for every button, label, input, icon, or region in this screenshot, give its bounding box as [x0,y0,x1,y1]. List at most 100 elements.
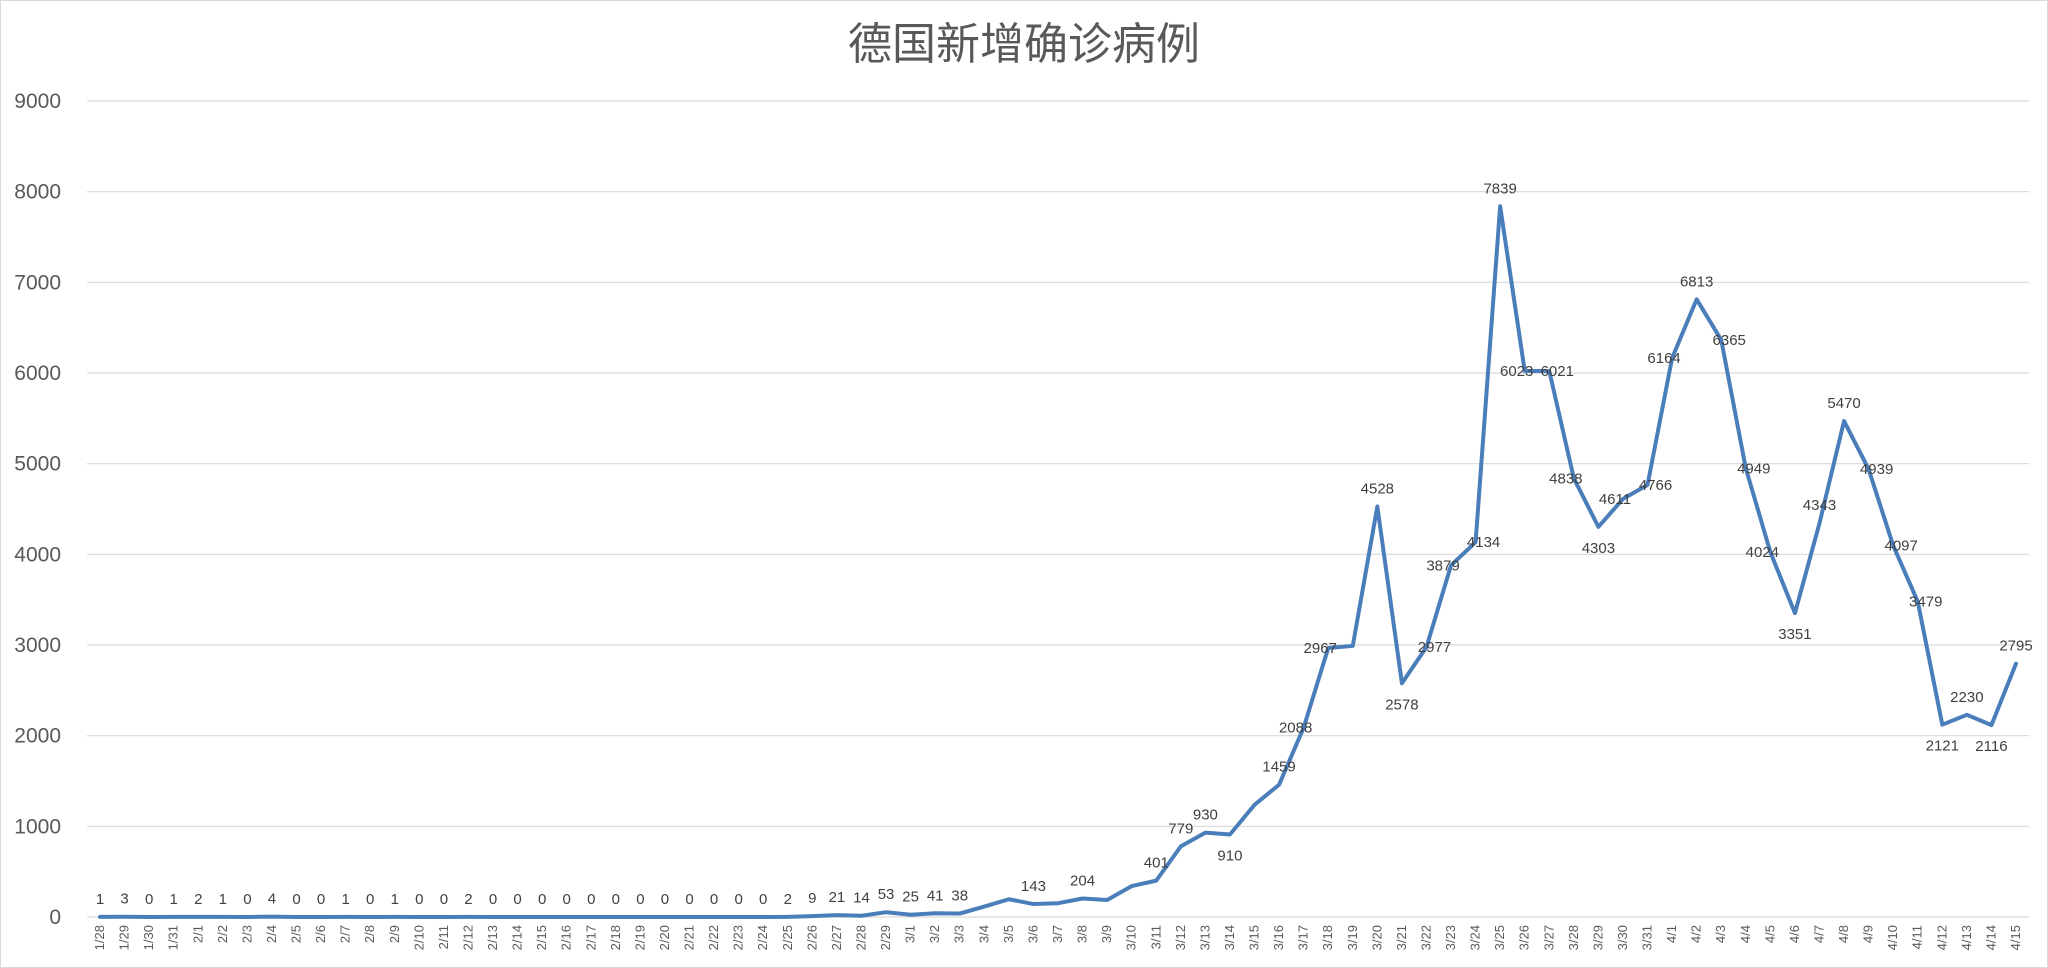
y-axis-ticks: 0 1000 2000 3000 4000 5000 6000 7000 8000 9000 [14,90,61,929]
data-label: 0 [636,891,644,908]
series-layer [98,204,2018,919]
data-label: 1 [96,891,104,908]
x-tick-label: 1/30 [141,925,156,950]
x-tick-label: 2/24 [755,925,770,950]
x-tick-label: 4/12 [1934,925,1949,950]
x-tick-label: 3/23 [1443,925,1458,950]
x-tick-label: 3/24 [1468,925,1483,950]
x-tick-label: 3/1 [903,925,918,943]
x-tick-label: 3/15 [1247,925,1262,950]
x-tick-label: 4/5 [1762,925,1777,943]
data-label: 41 [927,887,944,904]
x-tick-label: 2/10 [411,925,426,950]
x-tick-label: 4/8 [1836,925,1851,943]
data-label: 53 [878,886,895,903]
data-label: 3351 [1778,626,1811,643]
x-tick-label: 2/27 [829,925,844,950]
x-tick-label: 4/14 [1983,925,1998,950]
x-tick-label: 2/23 [731,925,746,950]
x-tick-label: 3/21 [1394,925,1409,950]
x-tick-label: 3/16 [1271,925,1286,950]
x-tick-label: 3/9 [1099,925,1114,943]
x-tick-label: 2/12 [460,925,475,950]
data-label: 4343 [1803,497,1836,514]
data-label: 1459 [1262,759,1295,776]
x-tick-label: 4/9 [1861,925,1876,943]
data-label: 0 [710,891,718,908]
x-tick-label: 3/8 [1075,925,1090,943]
data-label: 7839 [1483,180,1516,197]
data-label: 0 [538,891,546,908]
y-tick-label: 7000 [14,271,61,294]
data-label: 2121 [1926,738,1959,755]
y-tick-label: 0 [49,906,61,929]
x-tick-label: 3/20 [1369,925,1384,950]
data-label: 0 [513,891,521,908]
data-label: 204 [1070,873,1095,890]
data-label: 0 [317,891,325,908]
x-tick-label: 2/5 [289,925,304,943]
x-tick-label: 2/4 [264,925,279,943]
x-tick-label: 2/11 [436,925,451,949]
data-label: 6365 [1713,332,1746,349]
y-tick-label: 5000 [14,453,61,476]
x-tick-label: 3/27 [1541,925,1556,950]
x-tick-label: 3/3 [952,925,967,943]
data-label: 6164 [1647,350,1680,367]
y-tick-label: 1000 [14,815,61,838]
x-tick-label: 2/21 [682,925,697,950]
x-tick-label: 4/11 [1910,925,1925,949]
chart-title: 德国新增确诊病例 [848,19,1200,70]
x-tick-label: 2/7 [338,925,353,943]
x-tick-label: 4/10 [1885,925,1900,950]
data-label: 4939 [1860,461,1893,478]
x-tick-label: 2/1 [190,925,205,943]
data-label: 2230 [1950,689,1983,706]
x-tick-label: 4/6 [1787,925,1802,943]
series-line [98,204,2018,919]
data-label: 14 [853,890,870,907]
data-label: 930 [1193,807,1218,824]
x-tick-label: 1/28 [92,925,107,950]
x-tick-label: 3/14 [1222,925,1237,950]
data-label: 4528 [1361,480,1394,497]
data-label: 2 [464,891,472,908]
x-tick-label: 2/25 [780,925,795,950]
data-label: 2967 [1304,640,1337,657]
data-label: 779 [1168,820,1193,837]
y-tick-label: 6000 [14,362,61,385]
x-tick-label: 3/6 [1025,925,1040,943]
x-tick-label: 3/17 [1296,925,1311,950]
x-tick-label: 3/22 [1418,925,1433,950]
x-tick-label: 4/15 [2008,925,2023,950]
x-tick-label: 3/31 [1640,925,1655,950]
x-tick-label: 3/30 [1615,925,1630,950]
data-label: 2578 [1385,696,1418,713]
x-tick-label: 4/3 [1713,925,1728,943]
x-tick-label: 3/25 [1492,925,1507,950]
data-label: 0 [489,891,497,908]
x-tick-label: 2/3 [239,925,254,943]
data-label: 5470 [1827,395,1860,412]
x-tick-label: 4/2 [1689,925,1704,943]
data-label: 0 [415,891,423,908]
x-tick-label: 2/2 [215,925,230,943]
x-tick-label: 4/4 [1738,925,1753,943]
data-label: 6813 [1680,273,1713,290]
data-label: 0 [587,891,595,908]
x-tick-label: 2/16 [559,925,574,950]
data-label: 910 [1217,847,1242,864]
x-tick-label: 2/13 [485,925,500,950]
data-label: 0 [563,891,571,908]
x-tick-label: 1/31 [166,925,181,950]
data-label: 4134 [1467,534,1500,551]
x-tick-label: 3/4 [976,925,991,943]
x-tick-label: 2/18 [608,925,623,950]
data-label: 0 [366,891,374,908]
data-label: 0 [612,891,620,908]
x-tick-label: 3/29 [1590,925,1605,950]
data-label: 143 [1021,878,1046,895]
x-tick-label: 2/19 [632,925,647,950]
data-label: 9 [808,890,816,907]
